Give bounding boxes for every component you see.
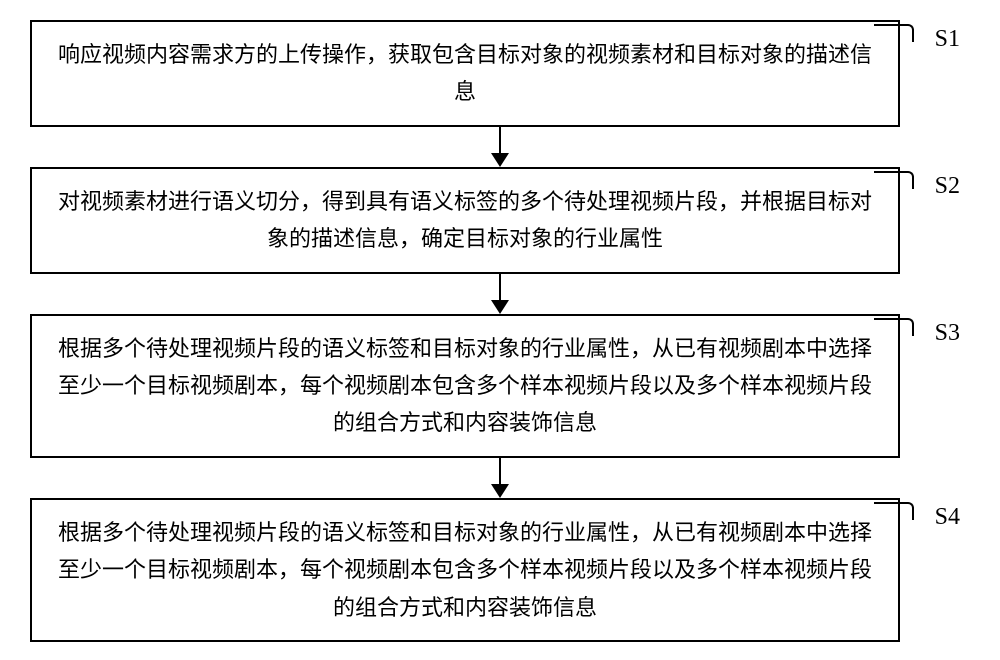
arrow-line [499,127,501,153]
step-box-s2: 对视频素材进行语义切分，得到具有语义标签的多个待处理视频片段，并根据目标对象的描… [30,167,900,274]
step-label-s3: S3 [935,320,960,347]
label-bracket-s4 [874,502,914,520]
step-wrapper-s3: 根据多个待处理视频片段的语义标签和目标对象的行业属性，从已有视频剧本中选择至少一… [30,314,970,458]
step-label-s2: S2 [935,173,960,200]
arrow-s3-s4 [65,458,935,498]
arrow-inner [491,458,509,498]
label-bracket-s3 [874,318,914,336]
label-bracket-s2 [874,171,914,189]
arrow-inner [491,127,509,167]
arrow-line [499,458,501,484]
step-text-s2: 对视频素材进行语义切分，得到具有语义标签的多个待处理视频片段，并根据目标对象的描… [58,189,872,251]
arrow-line [499,274,501,300]
flowchart-container: 响应视频内容需求方的上传操作，获取包含目标对象的视频素材和目标对象的描述信息 S… [30,20,970,642]
step-text-s3: 根据多个待处理视频片段的语义标签和目标对象的行业属性，从已有视频剧本中选择至少一… [58,336,872,436]
step-label-s4: S4 [935,504,960,531]
step-box-s1: 响应视频内容需求方的上传操作，获取包含目标对象的视频素材和目标对象的描述信息 [30,20,900,127]
arrow-head-icon [491,153,509,167]
arrow-s2-s3 [65,274,935,314]
step-text-s4: 根据多个待处理视频片段的语义标签和目标对象的行业属性，从已有视频剧本中选择至少一… [58,520,872,620]
step-box-s4: 根据多个待处理视频片段的语义标签和目标对象的行业属性，从已有视频剧本中选择至少一… [30,498,900,642]
label-bracket-s1 [874,24,914,42]
step-box-s3: 根据多个待处理视频片段的语义标签和目标对象的行业属性，从已有视频剧本中选择至少一… [30,314,900,458]
arrow-s1-s2 [65,127,935,167]
step-wrapper-s4: 根据多个待处理视频片段的语义标签和目标对象的行业属性，从已有视频剧本中选择至少一… [30,498,970,642]
arrow-head-icon [491,484,509,498]
step-wrapper-s1: 响应视频内容需求方的上传操作，获取包含目标对象的视频素材和目标对象的描述信息 S… [30,20,970,127]
arrow-head-icon [491,300,509,314]
step-text-s1: 响应视频内容需求方的上传操作，获取包含目标对象的视频素材和目标对象的描述信息 [58,42,872,104]
step-label-s1: S1 [935,26,960,53]
step-wrapper-s2: 对视频素材进行语义切分，得到具有语义标签的多个待处理视频片段，并根据目标对象的描… [30,167,970,274]
arrow-inner [491,274,509,314]
